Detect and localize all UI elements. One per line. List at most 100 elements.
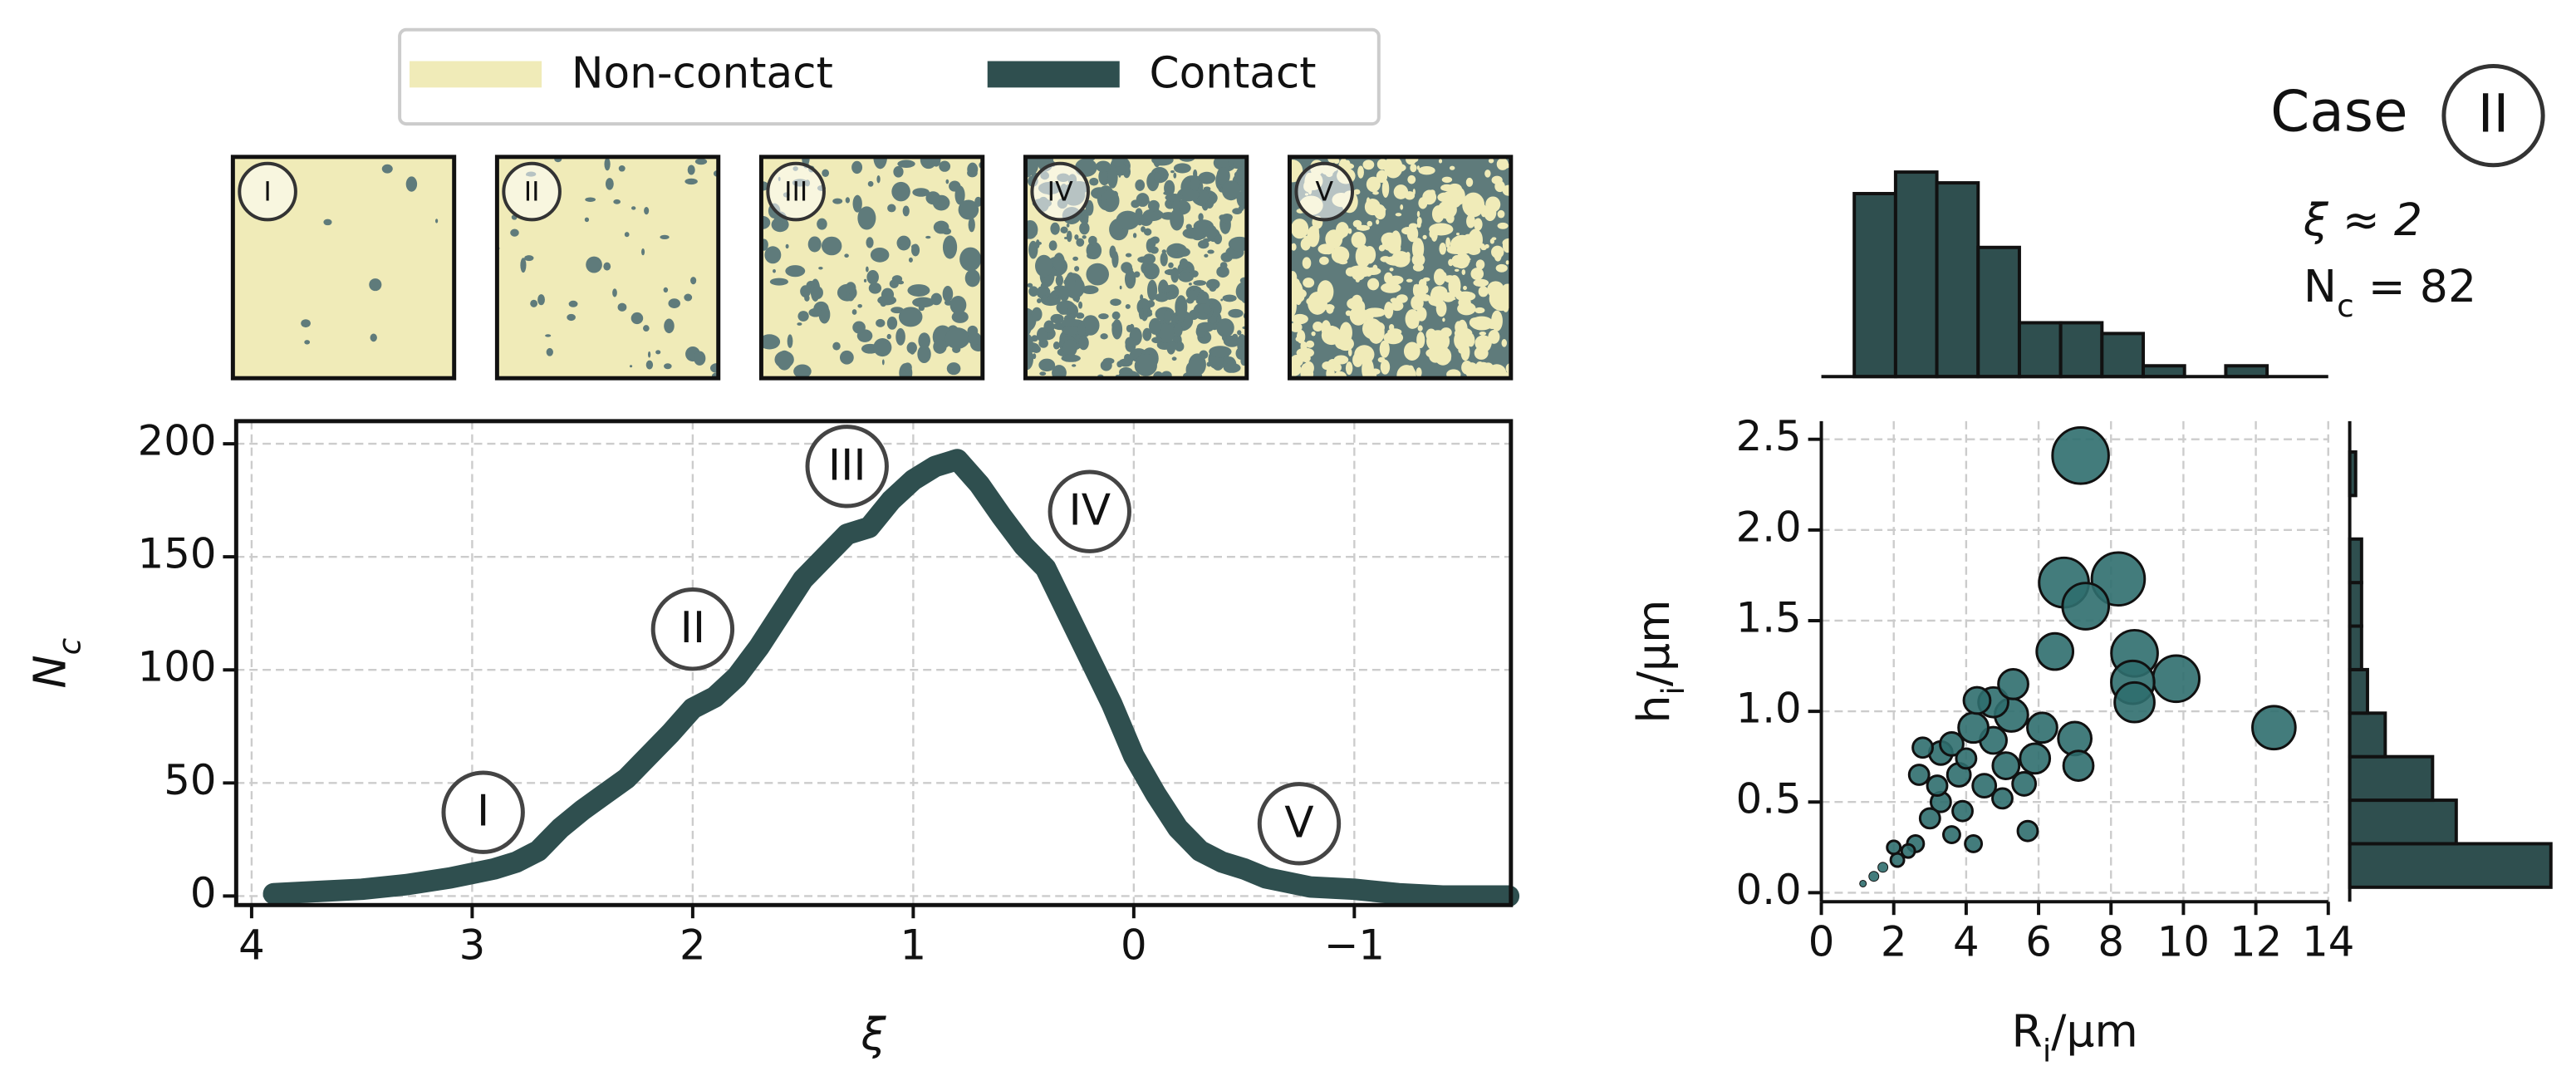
- point: [2016, 819, 2039, 843]
- hist-bar: [2348, 798, 2458, 846]
- inset-patch: [773, 269, 776, 273]
- inset-patch: [1168, 262, 1174, 268]
- inset-patch: [1391, 251, 1411, 268]
- inset-patch: [1352, 352, 1363, 367]
- inset-patch: [868, 283, 882, 294]
- inset-patch: [1393, 184, 1409, 199]
- inset-patch: [1177, 306, 1185, 323]
- inset-patch: [1056, 294, 1059, 298]
- inset-patch: [797, 311, 809, 322]
- inset-patch: [1418, 166, 1435, 175]
- inset-patch: [793, 364, 812, 379]
- inset-patch: [852, 321, 866, 334]
- inset-patch: [301, 319, 311, 328]
- inset-patch: [687, 165, 695, 175]
- inset-patch: [663, 287, 669, 293]
- inset-patch: [1038, 358, 1056, 372]
- inset-patch: [1125, 253, 1132, 258]
- inset-patch: [1074, 266, 1080, 272]
- inset-patch: [1441, 176, 1453, 183]
- inset-patch: [1382, 235, 1393, 249]
- inset-patch: [897, 160, 915, 168]
- inset-patch: [1142, 333, 1151, 339]
- inset-patch: [1062, 326, 1080, 336]
- inset-patch: [1100, 360, 1112, 371]
- y-tick-label: 50: [164, 756, 216, 804]
- inset-patch: [1110, 298, 1121, 307]
- inset: V: [1288, 155, 1514, 381]
- inset-patch: [684, 293, 693, 302]
- inset-patch: [1360, 312, 1374, 321]
- inset-patch: [1454, 187, 1465, 205]
- inset-patch: [1173, 323, 1183, 337]
- annotation-circle: [441, 770, 525, 854]
- inset-patch: [1485, 196, 1501, 213]
- inset-patch: [1429, 229, 1435, 238]
- inset-patch: [1170, 170, 1175, 174]
- y-axis-label: Nc: [23, 637, 87, 688]
- inset-patch: [1388, 275, 1404, 285]
- inset-patch: [1059, 287, 1070, 302]
- inset-patch: [1143, 253, 1156, 264]
- inset-patch: [1095, 160, 1111, 173]
- inset-patch: [1367, 220, 1373, 227]
- inset-patch: [807, 236, 822, 253]
- inset-label-circle: [502, 161, 562, 222]
- inset-patch: [800, 285, 812, 298]
- inset-patch: [1488, 158, 1494, 164]
- inset-patch: [942, 286, 954, 302]
- inset-label: I: [263, 177, 271, 208]
- inset-patch: [1482, 362, 1494, 375]
- point: [1991, 787, 2014, 810]
- inset-patch: [1119, 285, 1122, 290]
- inset-patch: [1328, 325, 1336, 334]
- inset-patch: [604, 157, 611, 171]
- x-tick-label: 0: [1808, 917, 1835, 965]
- data-line: [263, 449, 1520, 907]
- inset-patch: [876, 318, 886, 327]
- inset-patch: [852, 194, 862, 213]
- inset-patch: [1111, 319, 1123, 340]
- inset-patch: [1415, 283, 1419, 292]
- inset-patch: [812, 286, 823, 300]
- inset-patch: [434, 219, 439, 224]
- y-tick-label: 100: [138, 643, 217, 691]
- point: [2113, 680, 2156, 724]
- inset-patch: [1151, 156, 1174, 166]
- inset-patch: [1362, 160, 1375, 170]
- point: [2152, 654, 2201, 704]
- inset-patch: [647, 351, 651, 358]
- inset-patch: [694, 351, 706, 366]
- hist-bar: [1935, 181, 1980, 379]
- point: [2051, 426, 2110, 485]
- inset-patch: [1085, 199, 1094, 216]
- inset-patch: [1470, 268, 1484, 281]
- inset-patch: [1454, 327, 1473, 339]
- inset-patch: [1296, 329, 1306, 344]
- inset-patch: [612, 288, 617, 297]
- inset-patch: [1160, 171, 1170, 178]
- inset-patch: [1125, 337, 1135, 348]
- inset-label-circle: [1030, 161, 1090, 222]
- inset-patch: [1154, 292, 1169, 302]
- inset-patch: [1143, 228, 1152, 236]
- axes-frame: [233, 419, 1514, 907]
- inset-patch: [1367, 278, 1380, 291]
- x-axis-label: ξ: [861, 1008, 887, 1060]
- inset-patch: [1098, 313, 1109, 320]
- point: [1991, 751, 2021, 780]
- inset-patch: [1197, 239, 1209, 249]
- inset-patch: [1503, 304, 1509, 312]
- inset-patch: [1441, 292, 1455, 302]
- inset-patch: [898, 307, 923, 327]
- x-tick-label: 3: [459, 921, 486, 969]
- x-axis-label-rest: /µm: [2051, 1005, 2137, 1057]
- inset-patch: [1370, 368, 1381, 376]
- inset-patch: [1321, 320, 1332, 337]
- inset-patch: [1196, 322, 1214, 332]
- inset-patch: [907, 284, 930, 297]
- inset-patch: [1089, 177, 1099, 186]
- inset-patch: [568, 300, 578, 307]
- inset-patch: [1463, 286, 1467, 291]
- inset-patch: [567, 313, 576, 322]
